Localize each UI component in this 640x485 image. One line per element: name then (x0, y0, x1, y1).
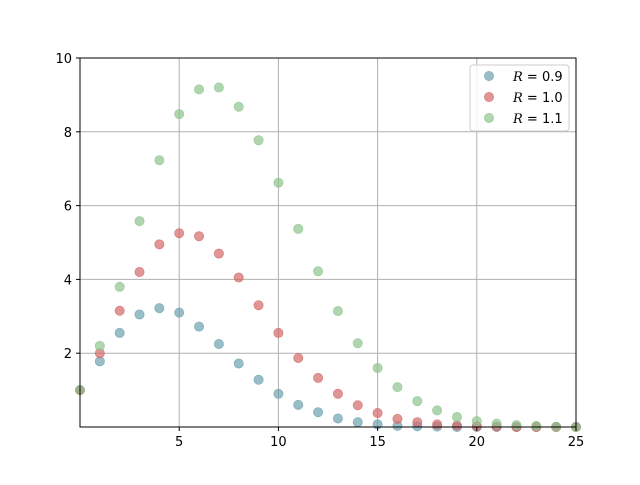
data-point-series-1 (392, 413, 403, 424)
x-axis-ticks: 5 10 15 20 25 (175, 427, 584, 450)
data-point-series-2 (332, 306, 343, 317)
data-point-series-2 (154, 155, 165, 166)
y-tick-label: 8 (64, 126, 72, 141)
x-tick-label: 25 (568, 435, 585, 450)
data-point-series-0 (313, 407, 324, 418)
legend-marker (483, 113, 494, 124)
data-point-series-1 (134, 267, 145, 278)
data-point-series-1 (253, 300, 264, 311)
legend-label: R = 1.0 (512, 91, 563, 106)
x-tick-label: 20 (469, 435, 486, 450)
y-tick-label: 10 (55, 52, 72, 67)
data-point-series-0 (213, 338, 224, 349)
data-point-series-2 (293, 223, 304, 234)
legend-label: R = 1.1 (512, 112, 563, 127)
data-point-series-2 (531, 420, 542, 431)
data-points (75, 82, 582, 432)
data-point-series-2 (432, 405, 443, 416)
data-point-series-2 (313, 266, 324, 277)
legend-label: R = 0.9 (512, 70, 563, 85)
data-point-series-1 (352, 400, 363, 411)
data-point-series-0 (253, 374, 264, 385)
legend-marker (483, 71, 494, 82)
data-point-series-1 (154, 239, 165, 250)
data-point-series-2 (273, 177, 284, 188)
data-point-series-1 (194, 231, 205, 242)
legend-marker (483, 92, 494, 103)
data-point-series-2 (94, 340, 105, 351)
data-point-series-1 (293, 352, 304, 363)
data-point-series-2 (233, 101, 244, 112)
data-point-series-2 (451, 412, 462, 423)
data-point-series-0 (352, 417, 363, 428)
data-point-series-1 (432, 419, 443, 430)
axes-border (79, 57, 577, 428)
data-point-series-1 (332, 388, 343, 399)
data-point-series-2 (491, 418, 502, 429)
data-point-series-0 (114, 327, 125, 338)
data-point-series-1 (114, 305, 125, 316)
axes-frame (79, 57, 577, 428)
data-point-series-1 (412, 417, 423, 428)
data-point-series-0 (332, 413, 343, 424)
legend: R = 0.9 R = 1.0 R = 1.1 (469, 64, 570, 132)
data-point-series-1 (313, 372, 324, 383)
data-point-series-2 (511, 420, 522, 431)
data-point-series-2 (471, 416, 482, 427)
legend-box (469, 64, 570, 132)
data-point-series-2 (134, 216, 145, 227)
data-point-series-1 (233, 272, 244, 283)
y-axis-ticks: 2 4 6 8 10 (55, 52, 80, 362)
data-point-series-1 (174, 228, 185, 239)
data-point-series-2 (392, 382, 403, 393)
y-tick-label: 6 (64, 200, 72, 215)
data-point-series-2 (194, 84, 205, 95)
data-point-series-1 (372, 407, 383, 418)
x-tick-label: 10 (270, 435, 287, 450)
data-point-series-2 (114, 281, 125, 292)
y-tick-label: 4 (64, 273, 72, 288)
data-point-series-0 (233, 358, 244, 369)
data-point-series-1 (213, 248, 224, 259)
x-tick-label: 5 (175, 435, 183, 450)
data-point-series-1 (451, 420, 462, 431)
data-point-series-0 (154, 303, 165, 314)
data-point-series-1 (273, 327, 284, 338)
data-point-series-0 (273, 388, 284, 399)
data-point-series-0 (134, 309, 145, 320)
data-point-series-0 (293, 399, 304, 410)
data-point-series-2 (253, 135, 264, 146)
data-point-series-0 (194, 321, 205, 332)
data-point-series-2 (352, 338, 363, 349)
data-point-series-2 (174, 109, 185, 120)
x-tick-label: 15 (369, 435, 386, 450)
data-point-series-2 (372, 362, 383, 373)
data-point-series-2 (213, 82, 224, 93)
y-tick-label: 2 (64, 347, 72, 362)
data-point-series-2 (412, 396, 423, 407)
data-point-series-0 (174, 307, 185, 318)
